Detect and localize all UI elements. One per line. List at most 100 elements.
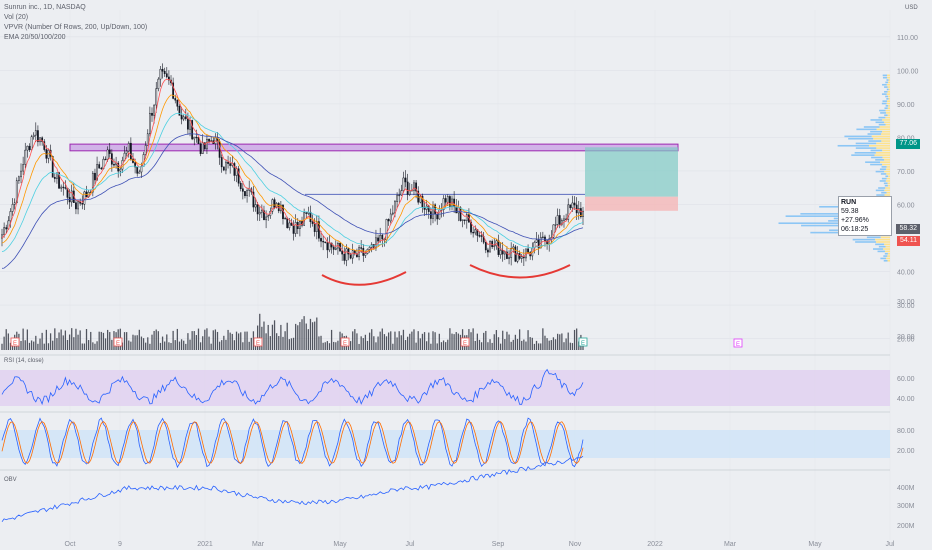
volume-bar	[155, 329, 157, 350]
candle-body	[106, 149, 109, 160]
volume-bar	[404, 340, 407, 350]
vpvr-bar	[885, 81, 889, 84]
volume-bar	[286, 322, 288, 350]
candle-body	[241, 188, 244, 192]
vpvr-bar	[885, 180, 890, 182]
volume-bar	[407, 336, 409, 350]
volume-bar	[305, 323, 307, 350]
candle-body	[326, 242, 329, 251]
volume-bar	[35, 335, 37, 350]
rsi-band	[0, 370, 890, 406]
vpvr-bar	[871, 156, 883, 159]
volume-bar	[83, 343, 86, 350]
candle-body	[277, 203, 280, 212]
candle-body	[493, 245, 496, 248]
vpvr-bar	[884, 170, 890, 173]
candle-body	[351, 250, 354, 259]
volume-bar	[202, 336, 204, 350]
volume-bar	[214, 329, 217, 350]
candle-body	[191, 120, 194, 140]
volume-bar	[328, 343, 331, 350]
volume-bar	[563, 342, 565, 350]
volume-bar	[499, 343, 502, 350]
vpvr-bar	[883, 182, 888, 185]
candle-body	[165, 73, 168, 78]
candle-body	[408, 190, 411, 195]
candle-body	[360, 247, 363, 249]
volume-bar	[28, 342, 31, 350]
candle-body	[9, 211, 12, 222]
volume-bar	[487, 342, 489, 350]
candle-body	[556, 215, 559, 225]
vpvr-bar	[878, 245, 886, 248]
volume-axis-label: 20.00	[897, 334, 915, 341]
candle-body	[582, 210, 584, 217]
candle-body	[512, 246, 515, 249]
volume-bar	[282, 336, 284, 350]
candle-body	[465, 214, 468, 221]
candle-body	[537, 239, 540, 249]
candle-body	[436, 214, 439, 220]
volume-bar	[529, 337, 531, 350]
vpvr-bar	[882, 119, 890, 121]
vpvr-bar	[887, 114, 890, 117]
volume-bar	[75, 328, 77, 350]
volume-bar	[269, 336, 271, 350]
volume-bar	[212, 330, 214, 350]
candle-body	[527, 248, 529, 253]
vpvr-bar	[867, 133, 882, 135]
volume-bar	[339, 331, 341, 350]
volume-bar	[176, 328, 178, 350]
candle-body	[265, 216, 267, 221]
volume-bar	[227, 329, 229, 350]
x-tick-label: Mar	[724, 541, 737, 548]
volume-bar	[90, 331, 92, 350]
candle-body	[305, 212, 308, 214]
volume-bar	[39, 338, 41, 350]
volume-bar	[168, 342, 170, 350]
volume-bar	[426, 341, 428, 350]
volume-bar	[449, 328, 451, 350]
vpvr-bar	[875, 238, 890, 241]
volume-bar	[349, 341, 352, 350]
candle-body	[208, 138, 210, 142]
volume-bar	[510, 341, 512, 350]
volume-bar	[142, 338, 145, 350]
vpvr-bar	[880, 161, 890, 163]
candle-body	[28, 145, 31, 151]
volume-bar	[550, 340, 552, 350]
volume-bar	[263, 321, 265, 350]
volume-bar	[191, 331, 193, 350]
candle-body	[24, 149, 27, 165]
volume-bar	[432, 331, 434, 350]
x-tick-label: 9	[118, 541, 122, 548]
y-tick-label: 100.00	[897, 68, 919, 75]
earnings-marker-label: E	[736, 342, 740, 348]
stoch-k-line	[1, 417, 584, 469]
candle-body	[328, 242, 331, 251]
candle-body	[444, 198, 447, 203]
volume-bar	[121, 342, 124, 350]
vpvr-bar	[854, 152, 876, 154]
vpvr-bar	[886, 79, 889, 81]
volume-bar	[307, 329, 309, 350]
volume-bar	[132, 334, 134, 350]
candle-body	[499, 250, 502, 255]
candle-body	[353, 250, 356, 255]
volume-bar	[415, 342, 417, 350]
volume-bar	[470, 332, 472, 350]
vpvr-bar	[876, 142, 890, 145]
volume-bar	[518, 329, 521, 350]
candle-body	[356, 253, 358, 258]
vpvr-bar	[882, 76, 888, 79]
volume-bar	[43, 343, 45, 350]
candle-body	[132, 158, 134, 163]
volume-bar	[130, 341, 132, 350]
price-box-change: +27.96%	[841, 217, 869, 224]
earnings-marker	[733, 338, 743, 348]
candle-body	[389, 213, 392, 222]
vpvr-bar	[885, 95, 889, 98]
vpvr-bar	[879, 180, 886, 182]
volume-bar	[248, 341, 250, 350]
